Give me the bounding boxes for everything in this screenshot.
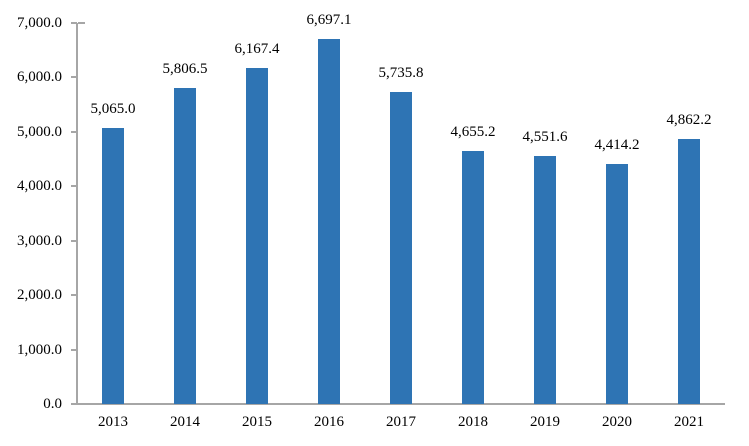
y-tick-label: 4,000.0 [17,178,62,195]
y-tick-label: 7,000.0 [17,15,62,31]
y-axis-top-tick [78,22,85,24]
y-tick-mark [71,130,77,133]
y-tick-label: 0.0 [43,396,62,412]
bar [246,68,268,404]
bar [102,128,124,404]
y-tick-label: 6,000.0 [17,69,62,86]
bar-value-label: 4,862.2 [666,112,712,129]
y-tick-label: 2,000.0 [17,287,62,304]
y-tick-label: 1,000.0 [17,341,62,358]
bar-value-label: 5,735.8 [378,64,424,81]
y-tick-mark [71,76,77,79]
y-tick-label: 5,000.0 [17,123,62,140]
x-category-label: 2019 [530,414,560,430]
bar [462,150,484,404]
bar [390,91,412,404]
bar [174,87,196,404]
x-category-label: 2015 [242,414,272,430]
x-category-label: 2013 [98,414,128,430]
bar [606,163,628,404]
bar [318,39,340,404]
bar-value-label: 6,697.1 [306,12,352,29]
y-tick-mark [71,348,77,351]
bar [678,139,700,404]
bar-value-label: 4,551.6 [522,129,568,146]
y-tick-mark [71,239,77,242]
x-category-label: 2017 [386,414,416,430]
y-tick-mark [71,22,77,24]
x-category-label: 2016 [314,414,344,430]
y-tick-mark [71,403,77,405]
y-tick-mark [71,294,77,297]
y-tick-label: 3,000.0 [17,232,62,249]
x-category-label: 2018 [458,414,488,430]
bar-value-label: 4,414.2 [594,136,640,153]
bar [534,156,556,404]
bar-value-label: 6,167.4 [234,41,280,58]
x-category-label: 2014 [170,414,200,430]
x-category-label: 2021 [674,414,704,430]
y-axis-line [76,23,78,405]
bar-value-label: 4,655.2 [450,123,496,140]
x-category-label: 2020 [602,414,632,430]
bar-value-label: 5,806.5 [162,60,208,77]
bar-value-label: 5,065.0 [90,101,136,118]
y-tick-mark [71,185,77,188]
x-axis-line [76,403,725,405]
